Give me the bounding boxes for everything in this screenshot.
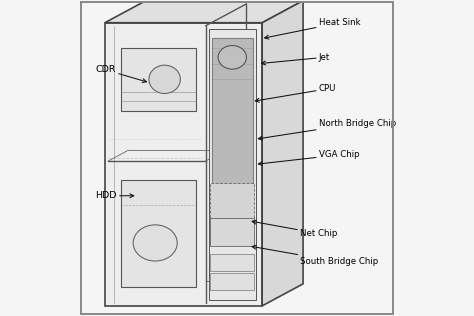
Text: HDD: HDD: [95, 191, 134, 200]
Bar: [212, 39, 253, 190]
Polygon shape: [262, 1, 303, 306]
Bar: [210, 254, 255, 271]
Text: CPU: CPU: [255, 84, 336, 102]
Text: North Bridge Chip: North Bridge Chip: [258, 119, 396, 140]
Ellipse shape: [149, 65, 181, 94]
Text: Net Chip: Net Chip: [252, 220, 337, 238]
Text: South Bridge Chip: South Bridge Chip: [252, 245, 378, 266]
Text: VGA Chip: VGA Chip: [258, 150, 359, 166]
Bar: [120, 48, 196, 111]
Text: Jet: Jet: [262, 53, 330, 65]
Bar: [120, 180, 196, 287]
Bar: [210, 183, 255, 218]
Bar: [210, 218, 255, 246]
Ellipse shape: [218, 46, 246, 69]
Ellipse shape: [133, 225, 177, 261]
Polygon shape: [105, 1, 303, 23]
Bar: [210, 273, 255, 290]
Bar: [209, 29, 256, 300]
Text: Heat Sink: Heat Sink: [264, 18, 360, 39]
Text: CDR: CDR: [95, 65, 146, 82]
Bar: [105, 23, 262, 306]
